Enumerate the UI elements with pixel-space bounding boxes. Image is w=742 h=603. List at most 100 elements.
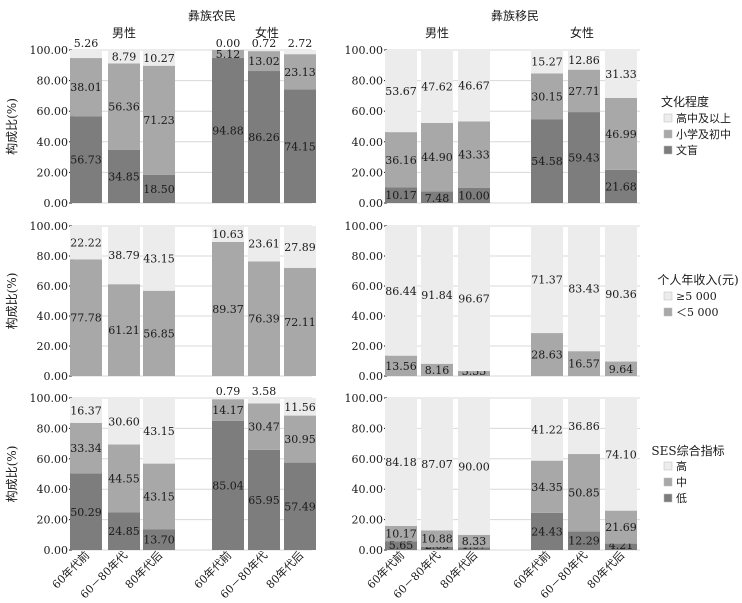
bar-segment xyxy=(385,525,417,542)
header-farmers-male: 男性 xyxy=(112,26,136,40)
data-label: 74.10 xyxy=(605,448,637,461)
legend-item: 中 xyxy=(676,476,687,489)
data-label: 72.11 xyxy=(284,316,316,329)
bar-segment xyxy=(284,226,316,268)
x-tick-label: 80年代后 xyxy=(584,548,627,591)
bar-segment xyxy=(458,226,490,372)
legend-item: ＜5 000 xyxy=(676,306,719,319)
bar-segment xyxy=(108,398,140,445)
data-label: 43.15 xyxy=(143,252,175,265)
y-tick-label: 100.00 xyxy=(30,44,69,57)
bar-segment xyxy=(70,226,102,260)
y-tick-label: 100.00 xyxy=(345,220,384,233)
data-label: 16.57 xyxy=(568,358,600,371)
y-tick-label: 0.00 xyxy=(359,370,384,383)
data-label: 89.37 xyxy=(212,303,244,316)
bar-segment xyxy=(568,69,600,113)
bar-segment xyxy=(108,226,140,285)
bar-segment xyxy=(284,89,316,203)
y-tick-label: 40.00 xyxy=(352,483,384,496)
data-label: 56.36 xyxy=(108,101,140,114)
data-label: 27.89 xyxy=(284,241,316,254)
data-label: 28.63 xyxy=(531,349,563,362)
data-label: 90.00 xyxy=(458,460,490,473)
data-label: 30.47 xyxy=(248,421,280,434)
bar-segment xyxy=(605,510,637,544)
y-tick-label: 60.00 xyxy=(37,453,69,466)
data-label: 85.04 xyxy=(212,479,244,492)
y-tick-label: 80.00 xyxy=(352,75,384,88)
y-tick-label: 60.00 xyxy=(352,280,384,293)
bar-segment xyxy=(248,449,280,550)
y-tick-label: 0.00 xyxy=(44,544,69,557)
data-label: 15.27 xyxy=(531,56,563,69)
bar-segment xyxy=(212,241,244,376)
legend-swatch xyxy=(663,461,673,471)
data-label: 13.70 xyxy=(143,534,175,547)
bar-segment xyxy=(421,363,453,376)
header-farmers: 彝族农民 xyxy=(188,8,236,23)
bar-segment xyxy=(568,226,600,352)
bar-segment xyxy=(284,50,316,55)
y-tick-label: 40.00 xyxy=(37,310,69,323)
data-label: 22.22 xyxy=(70,237,102,250)
y-tick-label: 100.00 xyxy=(30,392,69,405)
bar-segment xyxy=(531,333,563,376)
bar-segment xyxy=(605,361,637,376)
data-label: 38.01 xyxy=(70,81,102,94)
bar-segment xyxy=(385,50,417,133)
data-label: 91.84 xyxy=(421,289,453,302)
data-label: 87.07 xyxy=(421,458,453,471)
bar-segment xyxy=(143,463,175,530)
bar-segment xyxy=(212,420,244,550)
data-label: 9.64 xyxy=(609,363,634,376)
bar-segment xyxy=(605,398,637,511)
data-label: 27.71 xyxy=(568,85,600,98)
data-label: 96.67 xyxy=(458,293,490,306)
data-label: 71.37 xyxy=(531,274,563,287)
bar-segment xyxy=(421,226,453,364)
data-label: 3.58 xyxy=(252,385,277,398)
data-label: 10.88 xyxy=(421,533,453,546)
data-label: 2.72 xyxy=(288,37,313,50)
legend-swatch xyxy=(663,307,673,317)
bar-segment xyxy=(605,226,637,362)
bar-segment xyxy=(458,371,490,376)
bar-segment xyxy=(385,355,417,376)
data-label: 10.63 xyxy=(212,228,244,241)
y-tick-label: 0.00 xyxy=(44,370,69,383)
bar-segment xyxy=(531,460,563,513)
y-tick-label: 80.00 xyxy=(37,250,69,263)
y-tick-label: 20.00 xyxy=(352,166,384,179)
bar-segment xyxy=(212,398,244,400)
bar-segment xyxy=(108,50,140,64)
bar-segment xyxy=(248,261,280,376)
bar-segment xyxy=(568,398,600,455)
data-label: 11.56 xyxy=(284,401,316,414)
y-tick-label: 20.00 xyxy=(37,166,69,179)
y-tick-label: 100.00 xyxy=(345,44,384,57)
bar-segment xyxy=(143,290,175,376)
legend-swatch xyxy=(663,477,673,487)
bar-segment xyxy=(108,63,140,150)
data-label: 10.00 xyxy=(458,189,490,202)
data-label: 83.43 xyxy=(568,283,600,296)
y-tick-label: 60.00 xyxy=(352,453,384,466)
data-label: 38.79 xyxy=(108,249,140,262)
y-axis-label: 构成比(%) xyxy=(4,446,19,503)
data-label: 0.79 xyxy=(216,385,241,398)
y-tick-label: 80.00 xyxy=(352,250,384,263)
data-label: 21.68 xyxy=(605,180,637,193)
bar-segment xyxy=(284,398,316,416)
data-label: 56.73 xyxy=(70,154,102,167)
y-tick-label: 20.00 xyxy=(352,340,384,353)
legend-item: 低 xyxy=(676,492,687,505)
data-label: 33.34 xyxy=(70,442,102,455)
data-label: 86.26 xyxy=(248,131,280,144)
bar-segment xyxy=(458,547,490,550)
data-label: 46.67 xyxy=(458,80,490,93)
bar-segment xyxy=(458,50,490,122)
bar-segment xyxy=(284,415,316,463)
bar-segment xyxy=(421,50,453,123)
bar-segment xyxy=(143,529,175,550)
